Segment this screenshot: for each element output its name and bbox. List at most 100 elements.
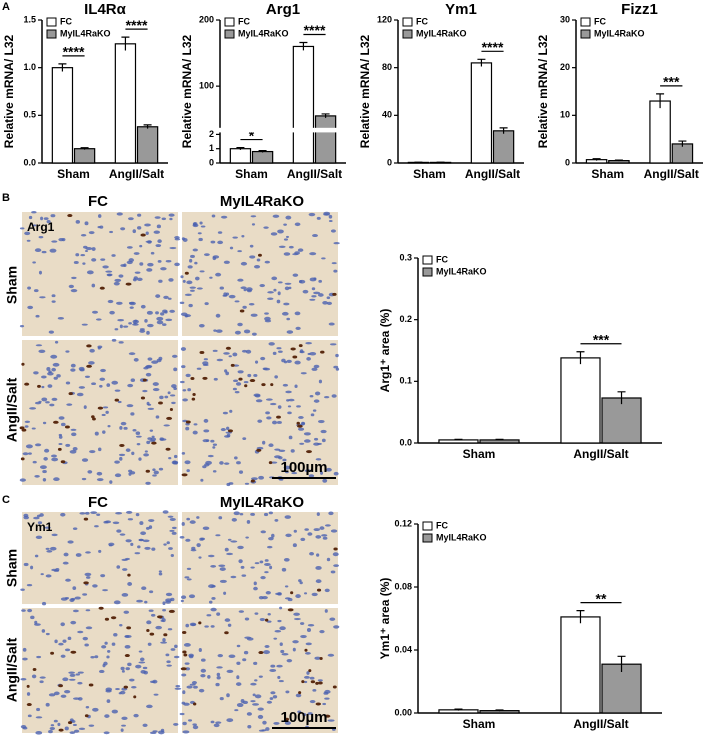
- nucleus: [294, 618, 301, 620]
- nucleus: [42, 470, 47, 473]
- nucleus: [234, 511, 240, 515]
- nucleus: [289, 436, 293, 440]
- nucleus: [213, 329, 216, 331]
- nucleus: [245, 483, 249, 485]
- y-axis-label: Relative mRNA/ L32: [358, 34, 372, 148]
- nucleus: [312, 593, 318, 596]
- nucleus: [279, 607, 282, 610]
- nucleus: [270, 665, 275, 668]
- nucleus: [236, 461, 241, 464]
- nucleus: [259, 284, 265, 287]
- nucleus: [76, 220, 80, 224]
- nucleus: [250, 245, 254, 248]
- nucleus: [247, 725, 251, 728]
- nucleus: [274, 455, 281, 458]
- nucleus: [85, 376, 90, 378]
- nucleus: [285, 691, 289, 694]
- nucleus: [217, 359, 223, 361]
- stain: [224, 631, 229, 634]
- nucleus: [129, 302, 134, 304]
- stain: [190, 377, 194, 380]
- nucleus: [82, 593, 87, 595]
- nucleus: [251, 215, 257, 217]
- nucleus: [273, 215, 280, 218]
- nucleus: [29, 407, 36, 409]
- nucleus: [295, 312, 301, 316]
- nucleus: [146, 232, 149, 235]
- bar: [494, 131, 514, 163]
- nucleus: [85, 512, 90, 515]
- nucleus: [241, 566, 245, 569]
- nucleus: [309, 552, 314, 556]
- nucleus: [89, 724, 95, 726]
- nucleus: [220, 697, 224, 700]
- nucleus: [182, 730, 189, 733]
- stain: [238, 378, 242, 381]
- nucleus: [172, 532, 177, 535]
- nucleus: [225, 618, 231, 622]
- nucleus: [328, 719, 335, 721]
- nucleus: [213, 350, 218, 352]
- stain: [146, 470, 150, 473]
- significance: ****: [126, 17, 148, 33]
- bar: [75, 149, 95, 163]
- nucleus: [171, 402, 176, 404]
- nucleus: [149, 590, 153, 593]
- nucleus: [158, 280, 162, 283]
- nucleus: [131, 378, 135, 382]
- stain-label: Arg1: [27, 220, 55, 234]
- nucleus: [65, 579, 71, 582]
- nucleus: [304, 592, 307, 594]
- nucleus: [299, 280, 305, 284]
- nucleus: [34, 475, 39, 478]
- nucleus: [253, 374, 257, 377]
- nucleus: [148, 519, 154, 522]
- nucleus: [253, 587, 258, 591]
- stain: [261, 383, 265, 386]
- nucleus: [304, 439, 311, 442]
- nucleus: [171, 648, 176, 651]
- nucleus: [153, 382, 159, 386]
- nucleus: [242, 350, 247, 353]
- y-tick-label: 1.0: [23, 62, 36, 72]
- nucleus: [301, 372, 307, 374]
- nucleus: [295, 594, 301, 598]
- stain: [183, 653, 187, 656]
- nucleus: [204, 253, 210, 256]
- nucleus: [125, 645, 131, 649]
- nucleus: [181, 600, 184, 602]
- legend-label: FC: [416, 16, 428, 26]
- y-tick-label: 0.12: [394, 518, 412, 528]
- stain: [115, 399, 119, 402]
- bar: [561, 358, 600, 443]
- nucleus: [35, 443, 41, 446]
- nucleus: [69, 285, 74, 288]
- nucleus: [49, 330, 54, 333]
- nucleus: [268, 342, 274, 346]
- nucleus: [245, 536, 249, 538]
- nucleus: [89, 231, 95, 234]
- nucleus: [109, 311, 115, 315]
- nucleus: [60, 622, 65, 626]
- nucleus: [33, 371, 39, 374]
- nucleus: [244, 329, 250, 333]
- nucleus: [331, 229, 336, 232]
- stain: [143, 379, 147, 382]
- nucleus: [241, 574, 246, 576]
- nucleus: [236, 675, 239, 679]
- nucleus: [100, 369, 106, 372]
- nucleus: [44, 449, 49, 453]
- nucleus: [27, 306, 33, 309]
- significance: ***: [593, 331, 610, 347]
- nucleus: [325, 524, 331, 526]
- y-axis-label: Relative mRNA/ L32: [180, 34, 194, 148]
- nucleus: [285, 515, 292, 519]
- nucleus: [121, 728, 124, 732]
- nucleus: [119, 341, 124, 344]
- nucleus: [180, 713, 185, 715]
- nucleus: [27, 240, 31, 242]
- nucleus: [217, 241, 223, 245]
- nucleus: [198, 232, 202, 234]
- stain: [59, 729, 64, 732]
- nucleus: [306, 642, 312, 645]
